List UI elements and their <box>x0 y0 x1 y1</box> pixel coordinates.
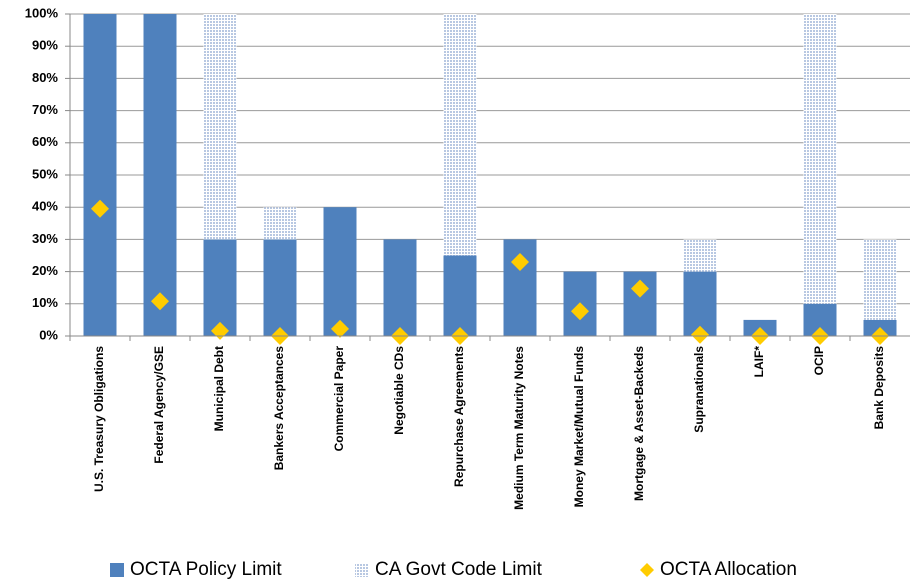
bar <box>83 14 117 336</box>
diamond-marker <box>691 325 709 344</box>
legend-label: CA Govt Code Limit <box>375 559 543 580</box>
x-tick-label: Federal Agency/GSE <box>152 346 166 464</box>
x-tick-label: Mortgage & Asset-Backeds <box>632 346 646 501</box>
bar <box>323 207 357 336</box>
bar <box>383 239 417 336</box>
bar <box>443 255 477 336</box>
legend-swatch <box>640 563 654 577</box>
bar <box>803 14 837 304</box>
y-tick-label: 50% <box>32 166 58 181</box>
legend-swatch <box>355 563 369 577</box>
bar <box>863 239 897 320</box>
y-tick-label: 0% <box>39 327 58 342</box>
y-tick-label: 10% <box>32 295 58 310</box>
diamond-marker <box>571 302 589 321</box>
bar <box>263 207 297 240</box>
bar <box>203 14 237 240</box>
x-tick-label: Municipal Debt <box>212 346 226 431</box>
y-tick-label: 40% <box>32 199 58 214</box>
y-tick-label: 30% <box>32 231 58 246</box>
x-tick-label: Repurchase Agreements <box>452 346 466 487</box>
diamond-marker <box>511 252 529 271</box>
bar <box>683 239 717 272</box>
x-tick-label: Commercial Paper <box>332 346 346 452</box>
y-tick-label: 70% <box>32 102 58 117</box>
x-tick-label: Negotiable CDs <box>392 346 406 435</box>
y-tick-label: 60% <box>32 134 58 149</box>
x-tick-label: U.S. Treasury Obligations <box>92 346 106 492</box>
x-tick-label: Bank Deposits <box>872 346 886 430</box>
bar <box>263 239 297 336</box>
x-tick-label: Supranationals <box>692 346 706 433</box>
diamond-marker <box>631 279 649 298</box>
y-tick-label: 90% <box>32 38 58 53</box>
legend-label: OCTA Allocation <box>660 559 797 580</box>
x-tick-label: Money Market/Mutual Funds <box>572 346 586 508</box>
x-tick-label: Bankers Acceptances <box>272 346 286 471</box>
bar <box>443 14 477 256</box>
x-tick-label: OCIP <box>812 346 826 375</box>
y-tick-label: 100% <box>25 5 59 20</box>
x-tick-label: LAIF* <box>752 346 766 378</box>
diamond-marker <box>151 292 169 311</box>
x-tick-label: Medium Term Maturity Notes <box>512 346 526 510</box>
y-tick-label: 80% <box>32 70 58 85</box>
diamond-marker <box>211 321 229 340</box>
bar <box>203 239 237 336</box>
bar <box>683 271 717 336</box>
legend-label: OCTA Policy Limit <box>130 559 282 580</box>
legend-swatch <box>110 563 124 577</box>
bar <box>143 14 177 336</box>
diamond-marker <box>331 319 349 338</box>
y-tick-label: 20% <box>32 263 58 278</box>
diamond-marker <box>91 199 109 218</box>
